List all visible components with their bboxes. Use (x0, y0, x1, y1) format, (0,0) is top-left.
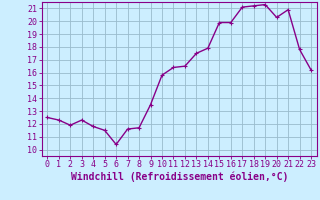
X-axis label: Windchill (Refroidissement éolien,°C): Windchill (Refroidissement éolien,°C) (70, 172, 288, 182)
